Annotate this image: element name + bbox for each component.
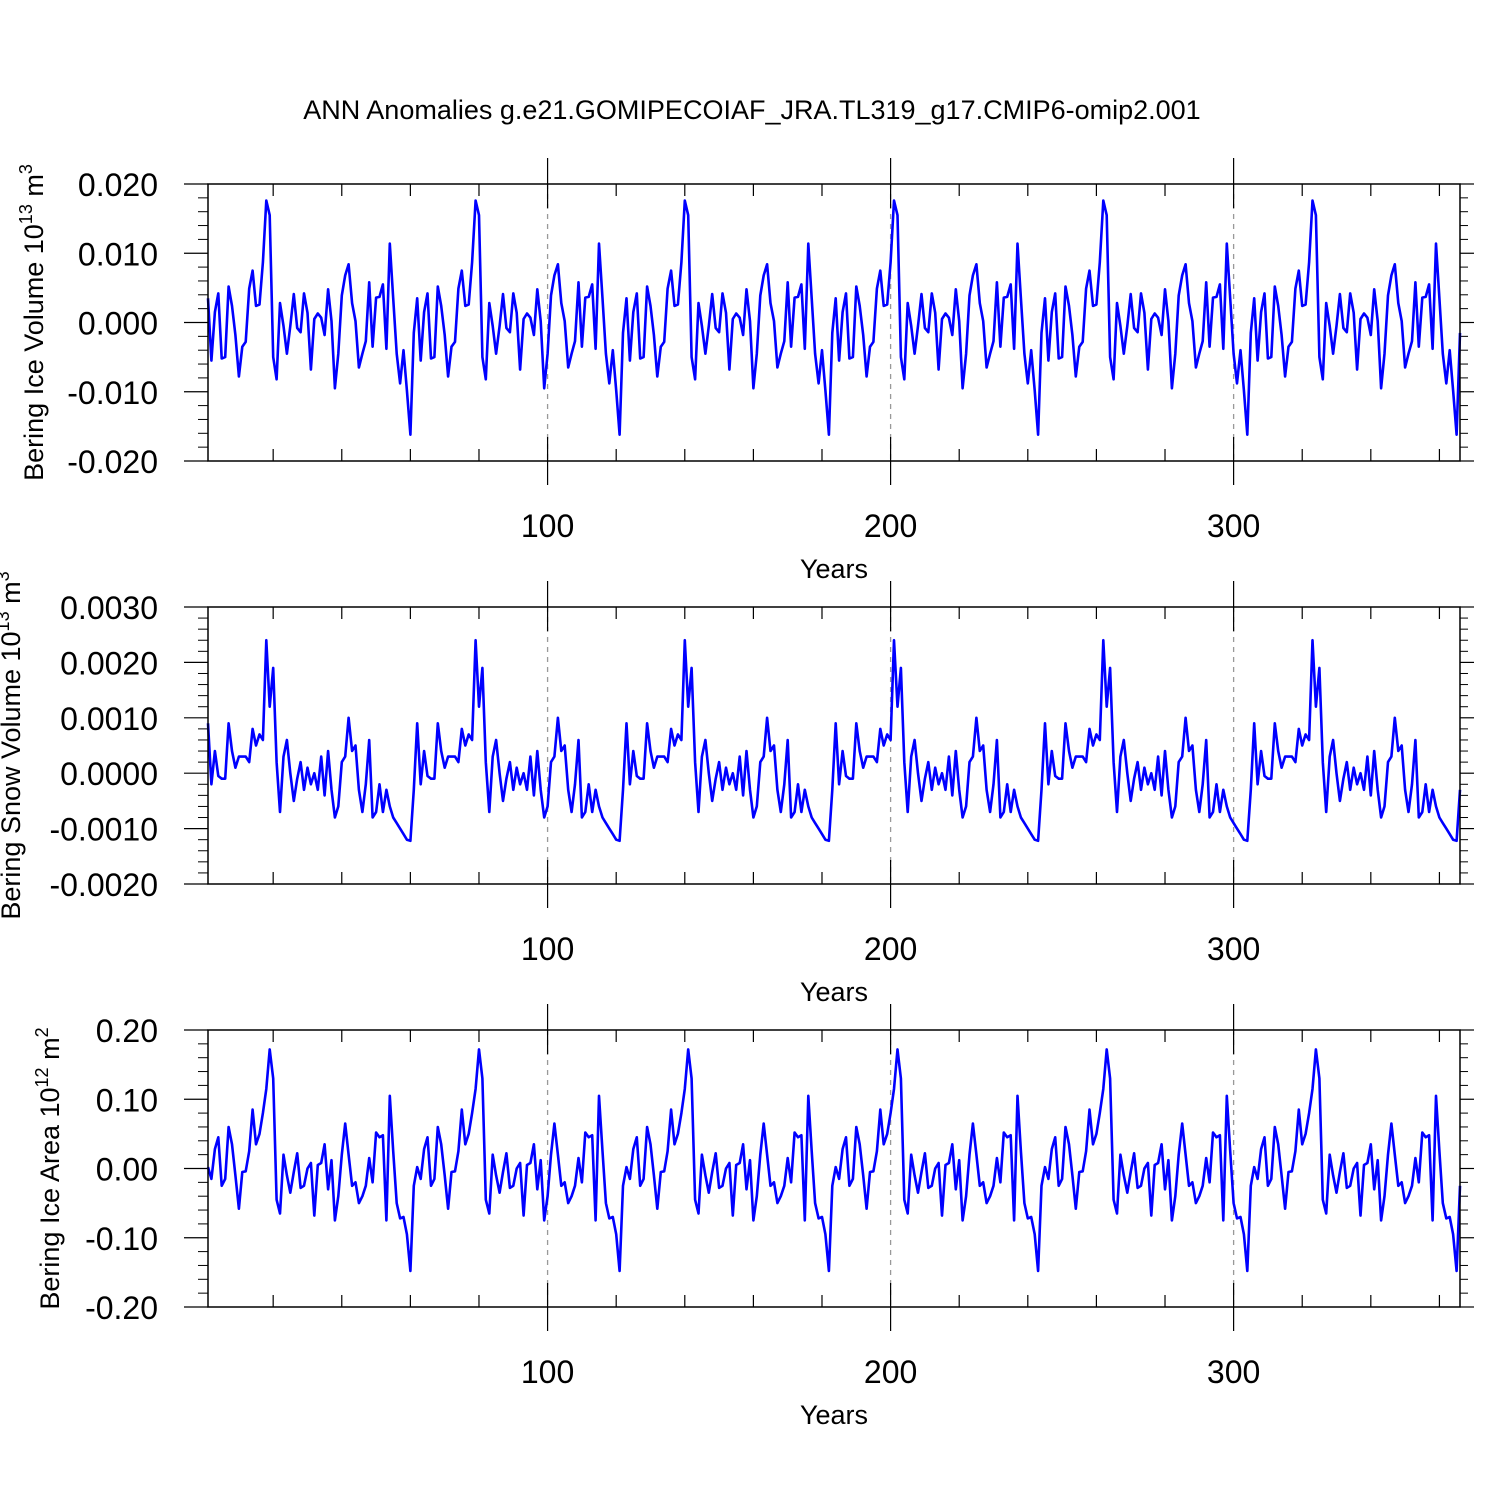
y-tick-label: 0.020 (78, 167, 158, 203)
x-tick-label: 100 (521, 508, 574, 544)
y-tick-label: 0.0000 (60, 756, 158, 792)
y-tick-label: -0.010 (67, 375, 158, 411)
x-tick-label: 300 (1207, 1354, 1260, 1390)
y-axis-title: Bering Snow Volume 1013 m3 (0, 571, 26, 919)
y-tick-label: 0.0030 (60, 590, 158, 626)
chart-title: ANN Anomalies g.e21.GOMIPECOIAF_JRA.TL31… (303, 95, 1200, 125)
y-tick-label: 0.20 (96, 1013, 158, 1049)
y-tick-label: 0.0020 (60, 645, 158, 681)
x-tick-label: 300 (1207, 508, 1260, 544)
data-series-line (206, 199, 1462, 437)
plot-frame (207, 606, 1461, 885)
panel-1: -0.020 -0.010 0.000 0.010 0.020 100 200 300 Year… (16, 158, 1474, 584)
x-tick-label: 100 (521, 931, 574, 967)
y-tick-label: 0.10 (96, 1082, 158, 1118)
x-tick-label: 200 (864, 1354, 917, 1390)
y-tick-label: 0.000 (78, 306, 158, 342)
x-axis-title: Years (800, 554, 868, 584)
x-tick-label: 200 (864, 508, 917, 544)
data-series-line (206, 1048, 1462, 1273)
x-axis-title: Years (800, 977, 868, 1007)
y-tick-label: 0.00 (96, 1152, 158, 1188)
x-tick-label: 200 (864, 931, 917, 967)
plot-frame (207, 1029, 1461, 1308)
y-tick-label: 0.0010 (60, 701, 158, 737)
y-tick-label: 0.010 (78, 236, 158, 272)
y-tick-label: -0.10 (85, 1221, 158, 1257)
data-series-line (206, 638, 1462, 843)
y-tick-label: -0.020 (67, 444, 158, 480)
x-tick-label: 100 (521, 1354, 574, 1390)
y-tick-label: -0.0010 (49, 812, 158, 848)
x-tick-label: 300 (1207, 931, 1260, 967)
panel-3: -0.20 -0.10 0.00 0.10 0.20 100 200 300 Years Beri… (32, 1004, 1474, 1430)
plot-frame (207, 183, 1461, 462)
y-axis-title: Bering Ice Area 1012 m2 (32, 1027, 65, 1309)
panel-2: -0.0020 -0.0010 0.0000 0.0010 0.0020 0.0030 10… (0, 571, 1474, 1007)
y-tick-label: -0.0020 (49, 867, 158, 903)
y-axis-title: Bering Ice Volume 1013 m3 (16, 164, 49, 481)
y-tick-label: -0.20 (85, 1290, 158, 1326)
x-axis-title: Years (800, 1400, 868, 1430)
